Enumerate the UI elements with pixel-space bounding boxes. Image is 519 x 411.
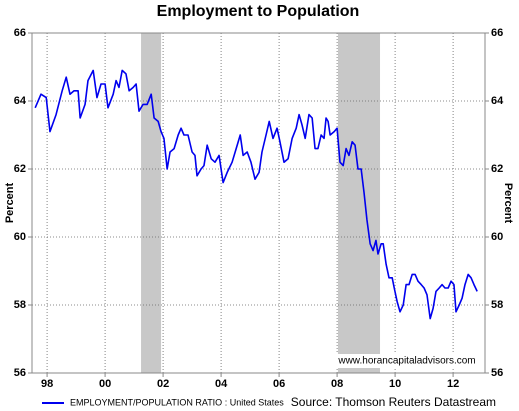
x-tick-label: 12: [447, 378, 459, 390]
y2-tick-label: 66: [491, 27, 503, 39]
x-tick-label: 08: [331, 378, 343, 390]
watermark: www.horancapitaladvisors.com: [337, 356, 475, 367]
y2-tick-label: 58: [491, 299, 503, 311]
recession-band: [337, 33, 381, 373]
y-axis-label: Percent: [4, 182, 16, 223]
series-line: [34, 69, 478, 320]
source-note: Source: Thomson Reuters Datastream: [291, 395, 496, 409]
x-tick-label: 10: [389, 378, 401, 390]
watermark-box: [334, 354, 480, 368]
x-tick-label: 04: [215, 378, 228, 390]
y-tick-label: 66: [14, 27, 26, 39]
x-tick-label: 00: [99, 378, 111, 390]
x-tick-label: 06: [273, 378, 285, 390]
y2-tick-label: 62: [491, 163, 503, 175]
x-tick-label: 98: [41, 378, 53, 390]
y-tick-label: 58: [14, 299, 26, 311]
y2-tick-label: 56: [491, 367, 503, 379]
y2-axis-label: Percent: [502, 183, 514, 224]
y2-tick-label: 60: [491, 231, 503, 243]
y2-tick-label: 64: [491, 95, 504, 107]
chart-title: Employment to Population: [157, 3, 360, 20]
recession-band: [141, 33, 162, 373]
plot-frame: [31, 32, 486, 374]
y-tick-label: 62: [14, 163, 26, 175]
legend-label: EMPLOYMENT/POPULATION RATIO : United Sta…: [70, 397, 284, 407]
y-tick-label: 56: [14, 367, 26, 379]
y-tick-label: 60: [14, 231, 26, 243]
x-tick-label: 02: [157, 378, 169, 390]
y-tick-label: 64: [14, 95, 27, 107]
